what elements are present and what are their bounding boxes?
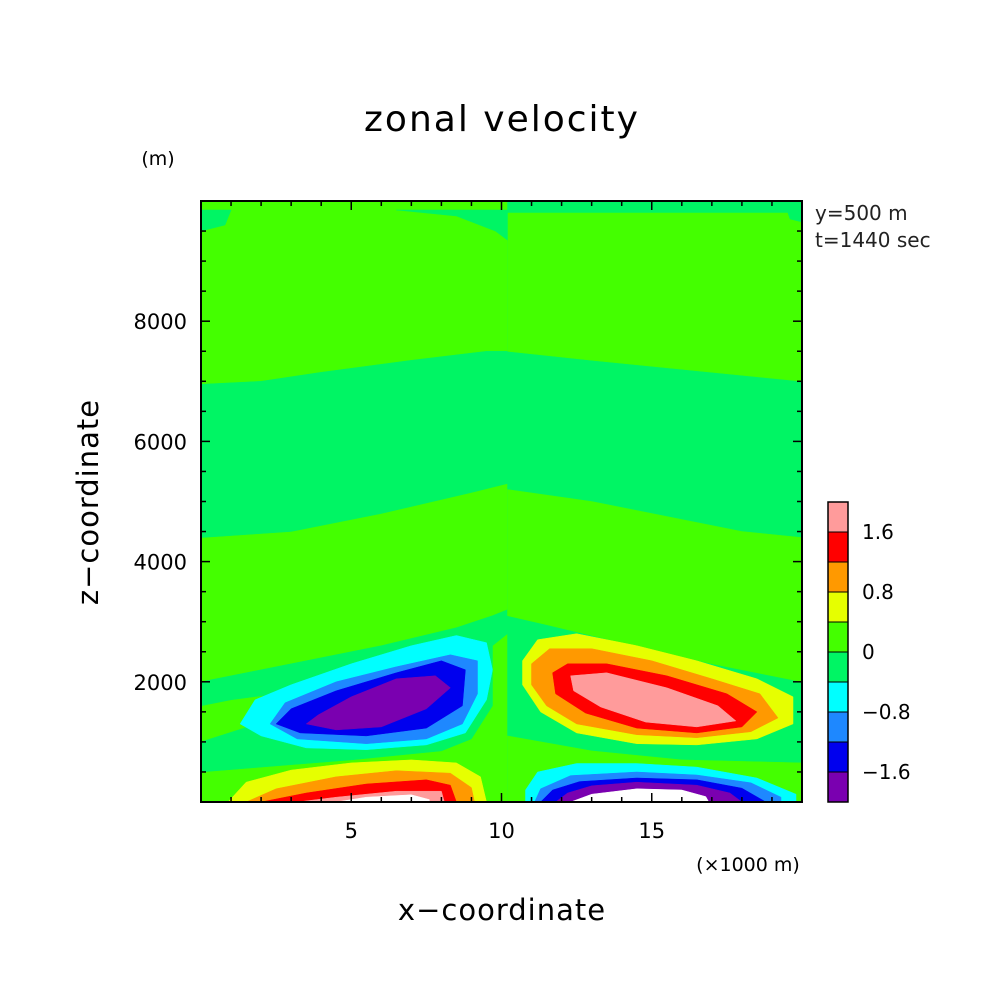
chart-title: zonal velocity xyxy=(364,99,640,140)
colorbar-swatch xyxy=(828,592,848,622)
y-tick-label: 8000 xyxy=(134,310,187,334)
y-tick-label: 6000 xyxy=(134,430,187,454)
axis-ticks xyxy=(201,201,802,802)
colorbar-swatch xyxy=(828,532,848,562)
colorbar-label: 0.8 xyxy=(862,580,894,604)
colorbar-swatch xyxy=(828,772,848,802)
x-axis-title: x−coordinate xyxy=(398,893,606,927)
y-axis-title: z−coordinate xyxy=(71,399,105,605)
colorbar-swatch xyxy=(828,562,848,592)
contour-neg-white-lower xyxy=(570,788,710,802)
x-tick-label: 5 xyxy=(345,819,358,843)
colorbar-swatch xyxy=(828,712,848,742)
y-tick-label: 4000 xyxy=(134,551,187,575)
annotation-time: t=1440 sec xyxy=(815,228,931,252)
contour-field xyxy=(201,201,802,802)
colorbar-swatch xyxy=(828,652,848,682)
contour-near-zero-top-left-corner xyxy=(201,209,232,232)
contour-near-zero-left-band-6000 xyxy=(201,351,508,538)
colorbar-swatch xyxy=(828,742,848,772)
contour-near-zero-top-ridge xyxy=(396,209,508,241)
contour-near-zero-top-right-corner xyxy=(786,209,802,223)
colorbar-swatch xyxy=(828,682,848,712)
colorbar-label: −0.8 xyxy=(862,700,911,724)
contour-right-green-pocket-4500 xyxy=(507,489,802,683)
contour-right-green-pocket-7000 xyxy=(507,212,802,382)
colorbar-swatch xyxy=(828,502,848,532)
axis-tick-labels: 5 10 15 2000 4000 6000 8000 xyxy=(134,310,666,843)
x-tick-label: 15 xyxy=(638,819,665,843)
contour-neg-purple xyxy=(305,675,451,731)
colorbar-swatch xyxy=(828,622,848,652)
x-tick-label: 10 xyxy=(488,819,515,843)
y-tick-label: 2000 xyxy=(134,671,187,695)
y-axis-unit: (m) xyxy=(141,148,174,170)
x-axis-unit: (×1000 m) xyxy=(696,854,800,876)
colorbar-label: 1.6 xyxy=(862,520,894,544)
annotation-y-position: y=500 m xyxy=(815,201,908,225)
colorbar: 1.6 0.8 0 −0.8 −1.6 xyxy=(827,501,911,803)
colorbar-label: 0 xyxy=(862,640,875,664)
colorbar-label: −1.6 xyxy=(862,760,911,784)
contour-pos-pink-upper xyxy=(570,672,737,728)
contour-pos-white-lower xyxy=(335,794,430,802)
